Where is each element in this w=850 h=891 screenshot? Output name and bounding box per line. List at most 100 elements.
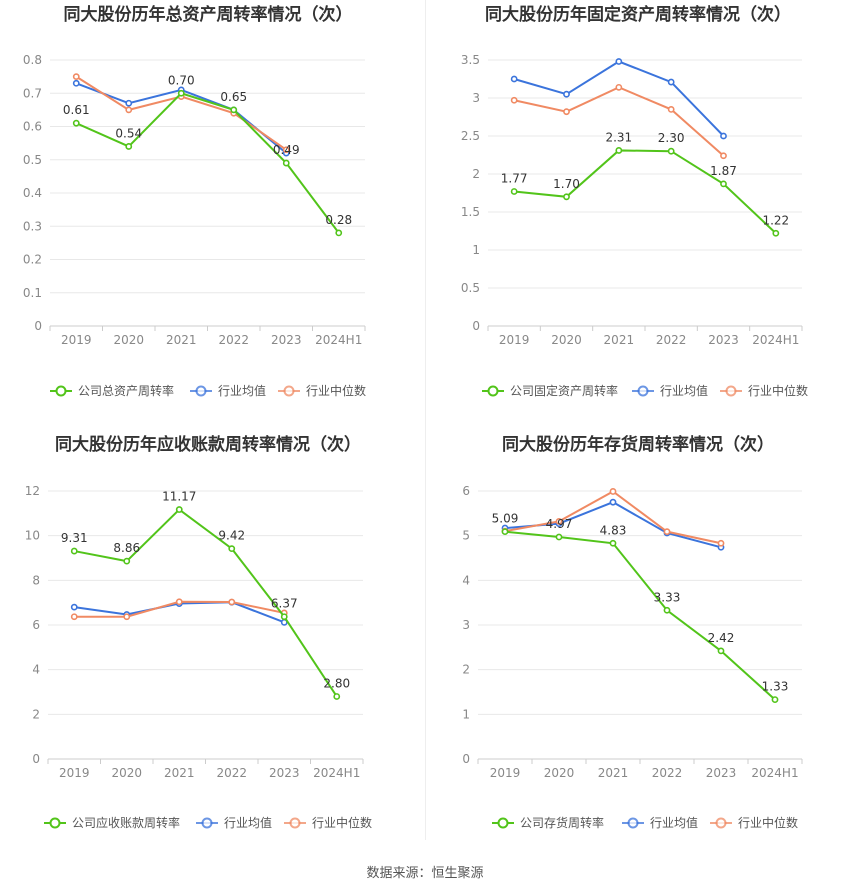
data-point[interactable] (555, 533, 563, 541)
legend-item[interactable]: 公司总资产周转率 (78, 383, 174, 398)
x-tick-label: 2021 (166, 333, 197, 347)
data-point[interactable] (125, 99, 133, 107)
data-label: 0.65 (220, 90, 247, 104)
data-point[interactable] (72, 73, 80, 81)
y-tick-label: 0.8 (23, 53, 42, 67)
data-point[interactable] (663, 528, 671, 536)
legend-item[interactable]: 公司固定资产周转率 (510, 383, 618, 398)
data-point[interactable] (563, 108, 570, 116)
x-tick-label: 2020 (111, 766, 142, 780)
y-tick-label: 2 (472, 167, 480, 181)
y-tick-label: 4 (32, 663, 40, 677)
data-point[interactable] (72, 119, 80, 127)
legend-item[interactable]: 行业中位数 (748, 383, 808, 398)
legend-item[interactable]: 行业均值 (660, 383, 708, 398)
y-tick-label: 0 (462, 752, 470, 766)
data-point[interactable] (615, 58, 623, 65)
data-point[interactable] (125, 106, 133, 114)
data-point[interactable] (667, 78, 675, 86)
legend-item[interactable]: 行业中位数 (312, 815, 372, 830)
y-tick-label: 2 (462, 663, 470, 677)
legend-item[interactable]: 公司应收账款周转率 (72, 815, 180, 830)
data-point[interactable] (70, 547, 78, 555)
data-label: 1.77 (501, 171, 528, 185)
data-label: 1.33 (762, 680, 789, 694)
data-point[interactable] (717, 647, 725, 655)
data-point[interactable] (70, 613, 78, 621)
legend-item[interactable]: 行业中位数 (306, 383, 366, 398)
data-point[interactable] (175, 506, 183, 513)
data-point[interactable] (663, 606, 671, 614)
data-point[interactable] (510, 188, 518, 195)
legend-item[interactable]: 行业均值 (218, 383, 266, 398)
data-label: 2.42 (708, 631, 735, 645)
data-point[interactable] (335, 229, 343, 237)
data-point[interactable] (615, 83, 623, 91)
series-line (504, 530, 776, 701)
x-tick-label: 2019 (490, 766, 521, 780)
data-point[interactable] (228, 598, 236, 606)
data-label: 2.30 (658, 131, 685, 145)
data-label: 6.37 (271, 597, 298, 611)
data-point[interactable] (228, 545, 236, 553)
chart-svg: 同大股份历年总资产周转率情况（次）00.10.20.30.40.50.60.70… (23, 4, 366, 398)
y-tick-label: 3.5 (461, 53, 480, 67)
data-point[interactable] (230, 106, 238, 114)
data-point[interactable] (510, 96, 518, 104)
data-point[interactable] (510, 75, 518, 83)
data-label: 0.28 (325, 213, 352, 227)
x-tick-label: 2023 (708, 333, 739, 347)
panel-divider (425, 0, 426, 840)
data-point[interactable] (177, 89, 185, 97)
data-point[interactable] (501, 528, 509, 536)
legend-item[interactable]: 行业中位数 (738, 815, 798, 830)
x-tick-label: 2024H1 (752, 333, 799, 347)
data-point[interactable] (555, 517, 563, 525)
legend-marker (725, 385, 737, 397)
y-tick-label: 0.1 (23, 286, 42, 300)
data-point[interactable] (123, 557, 131, 565)
data-point[interactable] (70, 603, 78, 611)
data-point[interactable] (282, 146, 290, 154)
data-point[interactable] (280, 613, 288, 621)
chart-title: 同大股份历年固定资产周转率情况（次） (485, 4, 791, 25)
y-tick-label: 0.5 (23, 153, 42, 167)
data-point[interactable] (333, 693, 341, 700)
data-point[interactable] (720, 132, 727, 140)
x-tick-label: 2022 (656, 333, 687, 347)
data-source-note: 数据来源：恒生聚源 (366, 866, 484, 881)
data-point[interactable] (720, 180, 727, 188)
legend-marker (49, 817, 61, 829)
data-point[interactable] (609, 539, 617, 547)
data-point[interactable] (772, 229, 780, 237)
data-point[interactable] (615, 147, 623, 154)
data-point[interactable] (717, 539, 725, 547)
legend-item[interactable]: 行业均值 (650, 815, 698, 830)
data-point[interactable] (609, 488, 617, 495)
legend-item[interactable]: 行业均值 (224, 815, 272, 830)
data-point[interactable] (609, 498, 617, 506)
data-point[interactable] (563, 90, 570, 98)
y-tick-label: 0 (34, 319, 42, 333)
legend-item[interactable]: 公司存货周转率 (520, 815, 604, 830)
x-tick-label: 2019 (499, 333, 530, 347)
data-point[interactable] (72, 79, 80, 87)
data-point[interactable] (720, 152, 727, 160)
series-line (513, 60, 725, 137)
data-point[interactable] (667, 106, 675, 113)
data-point[interactable] (771, 696, 779, 703)
data-point[interactable] (125, 143, 133, 150)
x-tick-label: 2024H1 (751, 766, 798, 780)
y-tick-label: 1 (462, 707, 470, 721)
x-tick-label: 2022 (218, 333, 249, 347)
data-point[interactable] (175, 598, 183, 606)
fixed-asset-turnover-chart: 同大股份历年固定资产周转率情况（次） 0 0.5 1 1.5 2 2.5 3 3.5 2019 20… (425, 0, 850, 430)
data-point[interactable] (563, 193, 570, 201)
data-point[interactable] (282, 159, 290, 167)
data-label: 1.87 (710, 164, 737, 178)
x-tick-label: 2023 (271, 333, 302, 347)
data-point[interactable] (667, 147, 675, 155)
data-label: 4.97 (546, 517, 573, 531)
data-label: 5.09 (492, 512, 519, 526)
data-point[interactable] (123, 613, 131, 621)
